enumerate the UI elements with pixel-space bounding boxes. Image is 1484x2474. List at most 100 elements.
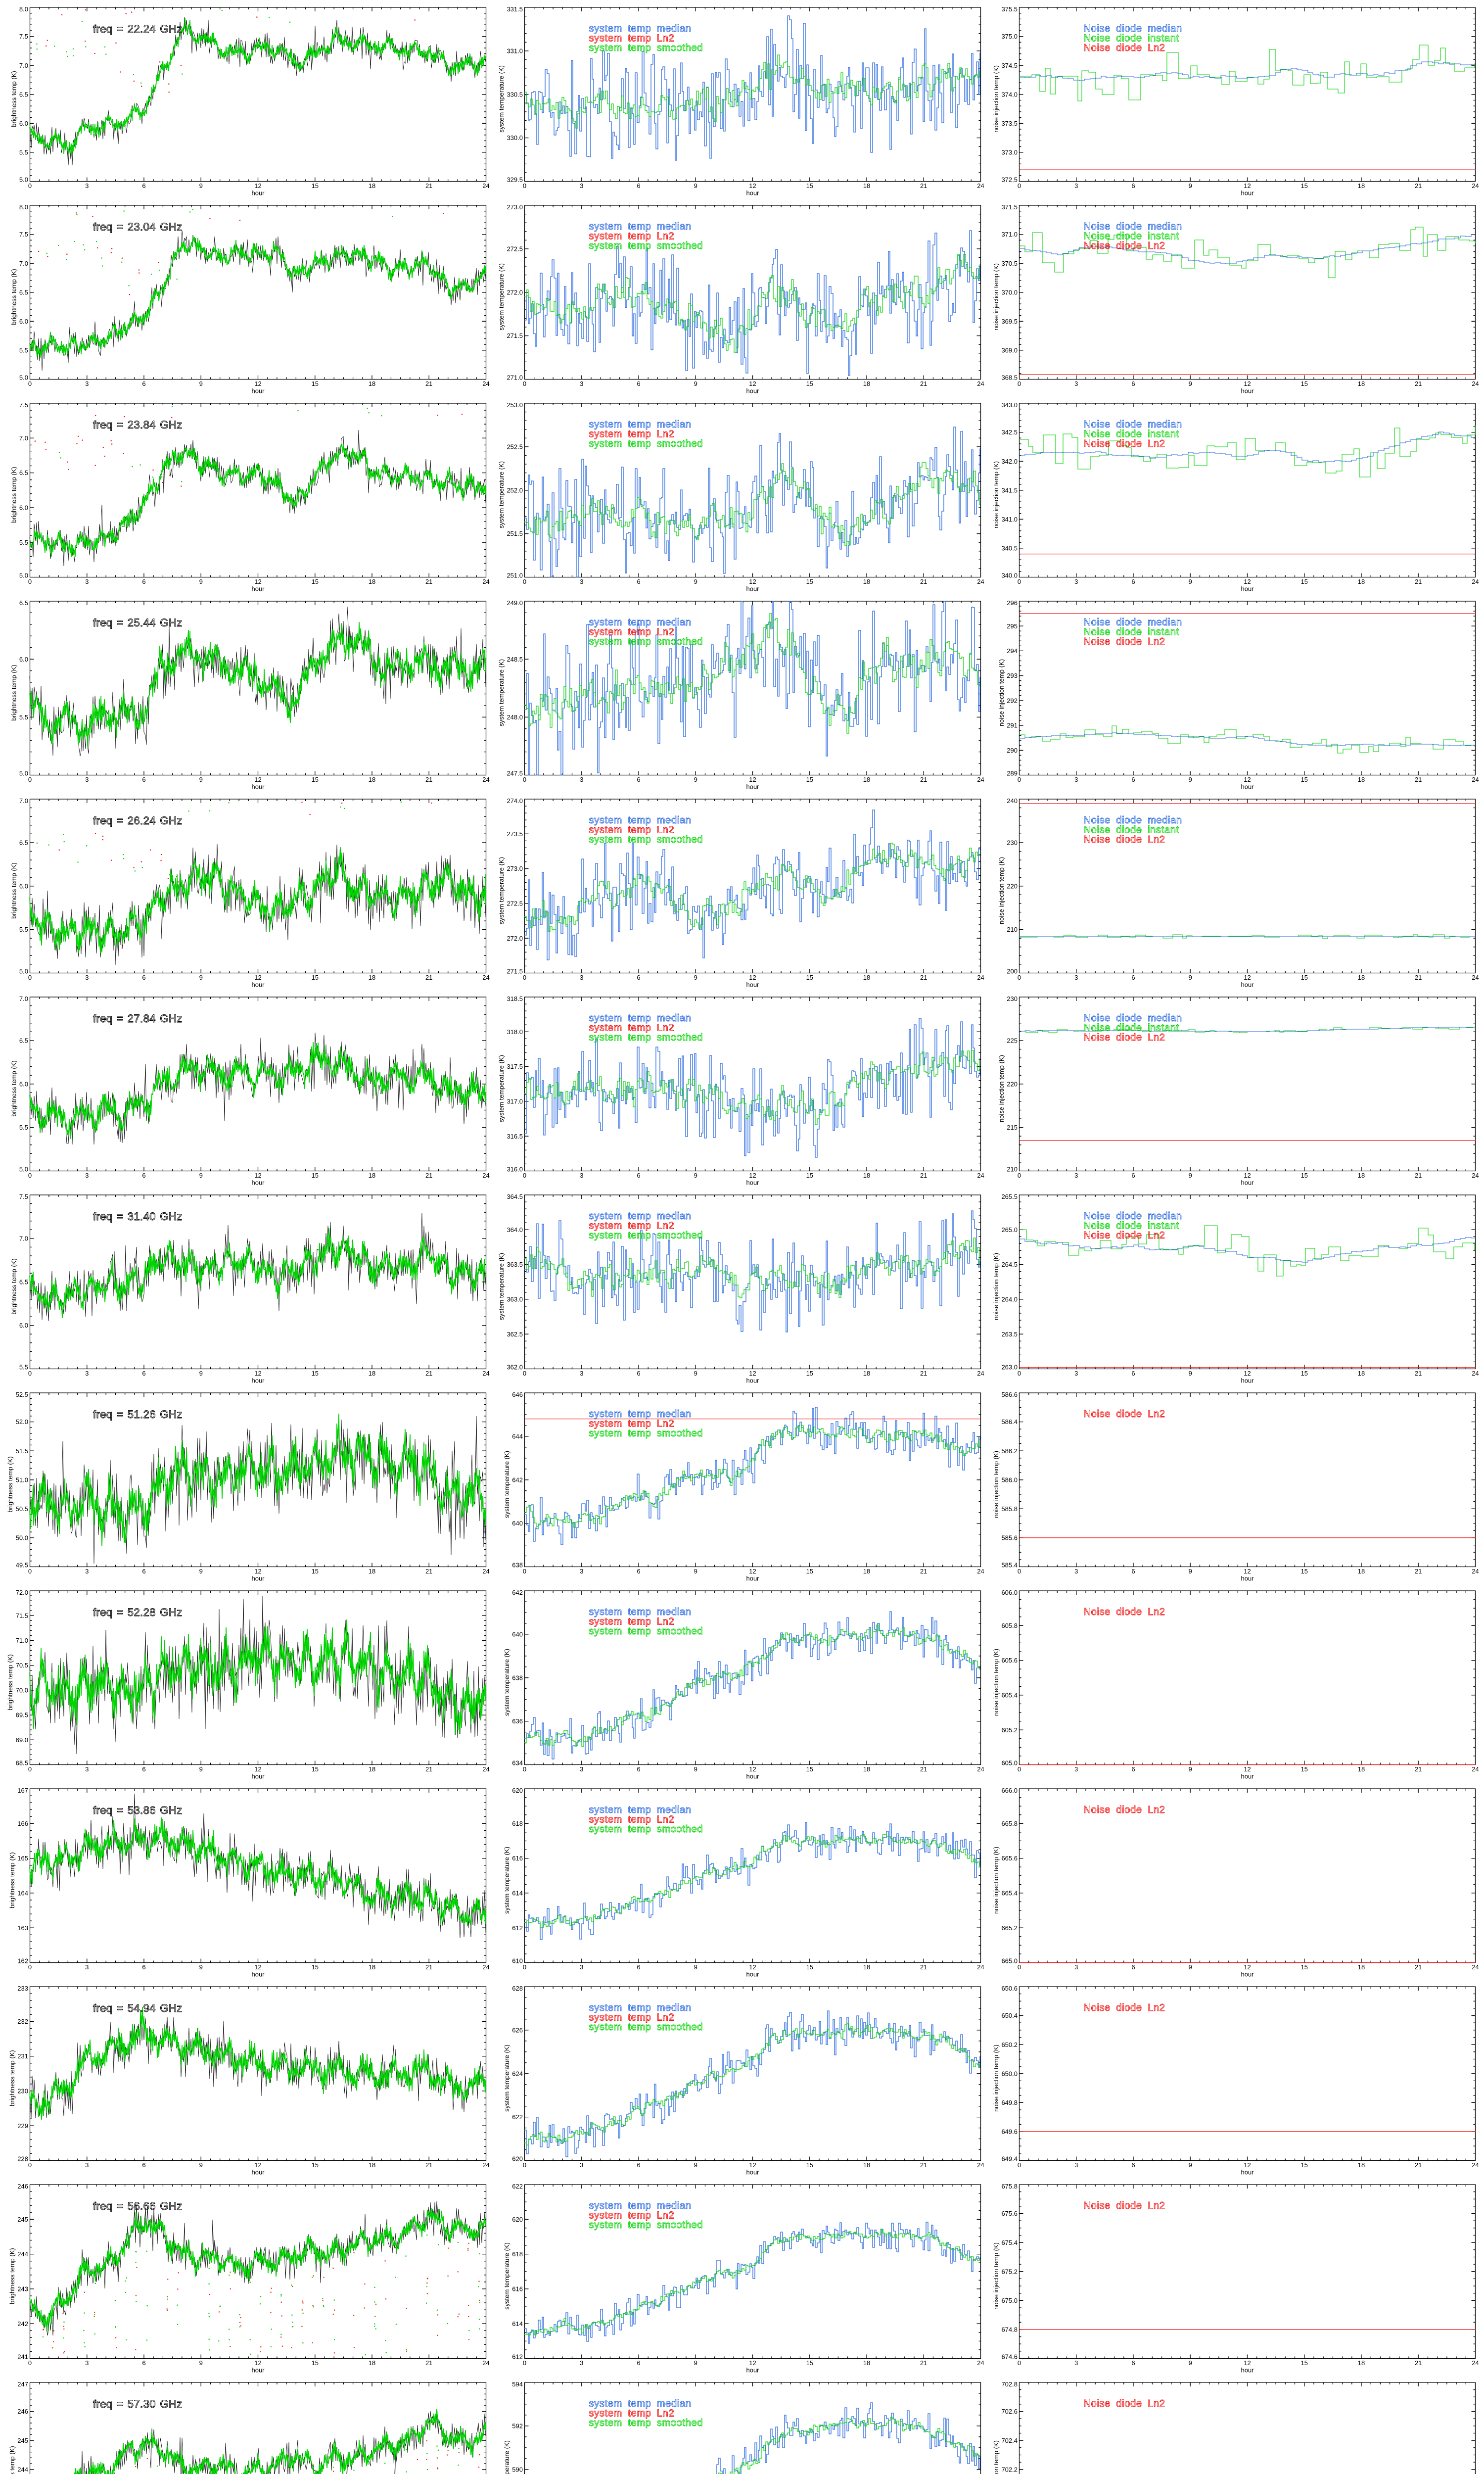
- svg-text:229: 229: [17, 2122, 28, 2130]
- svg-text:9: 9: [1189, 1963, 1192, 1971]
- svg-text:system temp smoothed: system temp smoothed: [589, 834, 703, 845]
- svg-text:245: 245: [17, 2437, 28, 2444]
- svg-text:273.5: 273.5: [507, 830, 523, 838]
- svg-text:system temperature (K): system temperature (K): [498, 65, 505, 133]
- svg-text:68.5: 68.5: [16, 1760, 28, 1767]
- svg-text:noise injection temp (K): noise injection temp (K): [992, 2440, 1000, 2474]
- svg-text:hour: hour: [746, 1179, 759, 1187]
- svg-text:18: 18: [369, 1370, 375, 1377]
- svg-text:system temp smoothed: system temp smoothed: [589, 1824, 703, 1835]
- svg-text:675.6: 675.6: [1001, 2210, 1018, 2217]
- svg-text:12: 12: [749, 1963, 756, 1971]
- svg-text:215: 215: [1007, 1124, 1018, 1131]
- svg-text:370.0: 370.0: [1001, 288, 1018, 296]
- svg-text:374.0: 374.0: [1001, 91, 1018, 98]
- svg-text:702.4: 702.4: [1001, 2437, 1018, 2444]
- svg-text:605.0: 605.0: [1001, 1760, 1018, 1767]
- svg-text:21: 21: [1415, 1370, 1422, 1377]
- svg-text:265.0: 265.0: [1001, 1226, 1018, 1234]
- svg-text:15: 15: [1301, 1370, 1308, 1377]
- svg-text:18: 18: [369, 1172, 375, 1179]
- svg-text:system temp Ln2: system temp Ln2: [589, 2210, 675, 2221]
- svg-text:hour: hour: [746, 387, 759, 395]
- svg-text:586.6: 586.6: [1001, 1391, 1018, 1398]
- svg-text:245: 245: [17, 2216, 28, 2223]
- svg-text:9: 9: [694, 2161, 697, 2169]
- svg-text:hour: hour: [746, 1575, 759, 1582]
- svg-text:18: 18: [863, 578, 870, 585]
- svg-text:5.5: 5.5: [19, 1364, 28, 1371]
- svg-text:12: 12: [254, 1765, 261, 1773]
- svg-text:15: 15: [806, 1172, 813, 1179]
- svg-text:15: 15: [312, 1172, 319, 1179]
- svg-text:hour: hour: [746, 1773, 759, 1780]
- svg-text:7.0: 7.0: [19, 1235, 28, 1242]
- svg-text:24: 24: [1472, 578, 1479, 585]
- svg-text:0: 0: [523, 1963, 526, 1971]
- svg-text:164: 164: [17, 1890, 28, 1897]
- svg-text:hour: hour: [746, 783, 759, 791]
- svg-text:24: 24: [482, 1765, 489, 1773]
- svg-text:21: 21: [920, 1172, 927, 1179]
- svg-text:noise injection temp (K): noise injection temp (K): [998, 857, 1005, 924]
- svg-text:3: 3: [1074, 776, 1078, 783]
- svg-text:6.0: 6.0: [19, 318, 28, 325]
- svg-text:18: 18: [1358, 1963, 1365, 1971]
- svg-text:9: 9: [199, 1172, 203, 1179]
- svg-text:15: 15: [806, 776, 813, 783]
- svg-text:12: 12: [1244, 1172, 1251, 1179]
- svg-text:18: 18: [863, 1963, 870, 1971]
- svg-text:9: 9: [1189, 380, 1192, 387]
- svg-text:622: 622: [512, 2183, 523, 2190]
- svg-text:294: 294: [1007, 647, 1018, 655]
- svg-text:330.5: 330.5: [507, 91, 523, 98]
- svg-text:system temp median: system temp median: [589, 1211, 692, 1222]
- svg-text:3: 3: [580, 1765, 583, 1773]
- svg-text:0: 0: [1018, 1765, 1021, 1773]
- svg-text:273.0: 273.0: [507, 865, 523, 872]
- svg-text:210: 210: [1007, 1166, 1018, 1173]
- svg-text:12: 12: [1244, 2359, 1251, 2367]
- svg-text:12: 12: [749, 776, 756, 783]
- svg-text:12: 12: [749, 578, 756, 585]
- svg-text:233: 233: [17, 1985, 28, 1992]
- svg-text:15: 15: [312, 578, 319, 585]
- svg-text:system temp median: system temp median: [589, 2200, 692, 2211]
- svg-text:21: 21: [1415, 974, 1422, 981]
- svg-text:21: 21: [1415, 578, 1422, 585]
- svg-text:363.0: 363.0: [507, 1296, 523, 1303]
- svg-text:6.5: 6.5: [19, 91, 28, 98]
- svg-text:5.0: 5.0: [19, 176, 28, 184]
- svg-text:system temp smoothed: system temp smoothed: [589, 438, 703, 449]
- svg-text:9: 9: [199, 380, 203, 387]
- svg-text:freq = 23.84 GHz: freq = 23.84 GHz: [93, 419, 183, 431]
- svg-text:24: 24: [977, 1172, 984, 1179]
- svg-text:674.6: 674.6: [1001, 2353, 1018, 2361]
- svg-text:18: 18: [863, 1568, 870, 1575]
- svg-text:0: 0: [523, 578, 526, 585]
- svg-text:Noise diode Ln2: Noise diode Ln2: [1084, 1230, 1165, 1241]
- svg-text:hour: hour: [251, 2169, 265, 2176]
- svg-text:hour: hour: [1241, 585, 1254, 593]
- svg-text:12: 12: [1244, 1765, 1251, 1773]
- svg-text:6: 6: [1131, 1172, 1135, 1179]
- svg-text:622: 622: [512, 2113, 523, 2121]
- svg-text:9: 9: [199, 1568, 203, 1575]
- svg-text:6.5: 6.5: [19, 469, 28, 476]
- svg-text:brightness temp (K): brightness temp (K): [10, 467, 17, 523]
- svg-text:650.6: 650.6: [1001, 1985, 1018, 1992]
- svg-text:0: 0: [28, 1172, 32, 1179]
- svg-text:6: 6: [1131, 578, 1135, 585]
- svg-text:605.4: 605.4: [1001, 1692, 1018, 1699]
- svg-text:247: 247: [17, 2380, 28, 2388]
- svg-text:hour: hour: [251, 2367, 265, 2374]
- svg-text:3: 3: [580, 2359, 583, 2367]
- svg-text:hour: hour: [1241, 387, 1254, 395]
- svg-text:272.5: 272.5: [507, 245, 523, 253]
- svg-text:644: 644: [512, 1433, 523, 1440]
- svg-text:system temp smoothed: system temp smoothed: [589, 43, 703, 53]
- svg-text:12: 12: [749, 182, 756, 190]
- svg-text:24: 24: [977, 1370, 984, 1377]
- svg-text:8.0: 8.0: [19, 5, 28, 13]
- svg-text:6: 6: [142, 974, 145, 981]
